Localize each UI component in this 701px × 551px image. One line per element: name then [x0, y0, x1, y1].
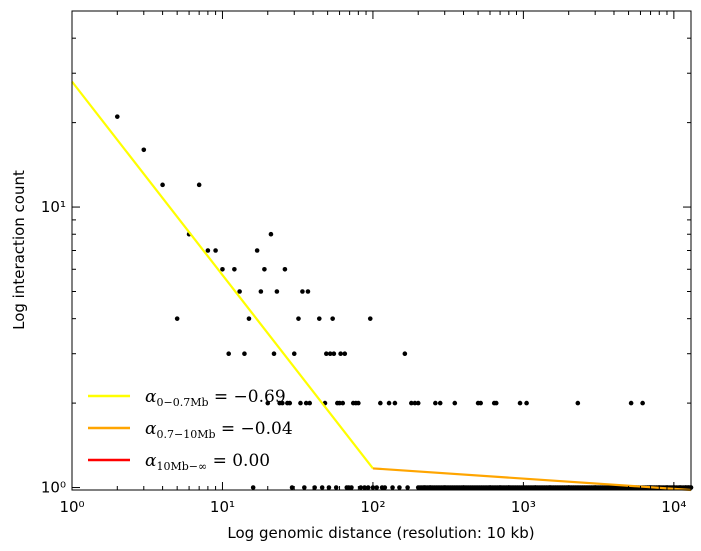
scatter-point-89 [517, 400, 523, 406]
fit-lines [71, 80, 692, 492]
scatter-point-5 [196, 182, 202, 188]
scatter-point-71 [405, 485, 410, 490]
scatter-point-74 [415, 400, 421, 406]
scatter-point-2 [160, 182, 165, 188]
scatter-point-68 [392, 400, 398, 406]
scatter-point-63 [378, 400, 383, 406]
scatter-point-56 [356, 400, 361, 406]
scatter-point-62 [374, 485, 380, 490]
scatter-point-45 [333, 485, 339, 490]
scatter-point-28 [291, 351, 297, 357]
scatter-point-33 [303, 400, 309, 406]
scatter-point-83 [478, 400, 483, 406]
scatter-point-72 [409, 400, 414, 406]
axis-ticks: 10⁰ 10¹ 10² 10³ 10⁴ 10⁰ 10¹ [41, 10, 691, 516]
scatter-point-27 [289, 485, 295, 490]
scatter-point-17 [262, 266, 267, 272]
x-tick-label-2: 10² [360, 498, 385, 516]
legend-label-2: α10Mb−∞ = 0.00 [145, 451, 270, 473]
scatter-point-11 [237, 289, 242, 294]
scatter-point-10 [232, 266, 237, 272]
scatter-point-80 [452, 400, 458, 406]
scatter-point-15 [254, 248, 260, 253]
scatter-point-19 [268, 231, 274, 237]
scatter-point-0 [114, 114, 120, 119]
scatter-point-50 [342, 351, 348, 357]
x-tick-label-3: 10³ [511, 498, 536, 516]
scatter-point-31 [300, 289, 305, 294]
y-tick-label-1: 10¹ [41, 198, 66, 216]
scatter-point-40 [324, 351, 329, 357]
scatter-point-3 [174, 316, 180, 321]
scatter-point-53 [349, 485, 354, 490]
scatter-point-34 [305, 289, 311, 294]
scatter-point-7 [213, 248, 218, 253]
legend: α0−0.7Mb = −0.69 α0.7−10Mb = −0.04 α10Mb−∞… [88, 387, 293, 473]
scatter-point-67 [390, 485, 395, 490]
scatter-point-13 [246, 316, 252, 321]
scatter-point-24 [282, 266, 288, 272]
scatter-point-21 [274, 289, 280, 294]
scatter-point-32 [302, 485, 307, 490]
scatter-point-65 [382, 485, 388, 490]
scatter-point-1 [141, 147, 147, 153]
scatter-point-73 [412, 400, 418, 406]
scatter-point-23 [280, 400, 285, 406]
scatter-point-35 [307, 400, 313, 406]
scatter-point-48 [338, 351, 343, 357]
scatter-point-44 [331, 351, 337, 357]
scatter-point-8 [220, 266, 225, 272]
x-tick-label-1: 10¹ [210, 498, 235, 516]
scatter-point-90 [524, 400, 529, 406]
scatter-point-78 [437, 400, 443, 406]
scatter-point-38 [319, 485, 325, 490]
scatter-point-6 [205, 248, 211, 253]
scatter-point-9 [226, 351, 231, 357]
scatter-point-43 [330, 316, 335, 321]
scatter-point-77 [433, 400, 438, 406]
legend-label-1: α0.7−10Mb = −0.04 [145, 419, 293, 441]
scatter-point-30 [298, 400, 303, 406]
scatter-point-47 [337, 400, 342, 406]
fit-line-0 [71, 80, 374, 470]
fit-line-1 [372, 467, 692, 492]
scatter-point-70 [402, 351, 408, 357]
x-tick-label-4: 10⁴ [661, 498, 686, 516]
legend-label-0: α0−0.7Mb = −0.69 [145, 387, 286, 409]
scatter-point-59 [365, 485, 371, 490]
scatter-point-37 [316, 316, 322, 321]
scatter-point-16 [258, 289, 264, 294]
scatter-point-49 [340, 400, 346, 406]
scatter-points [114, 114, 694, 490]
scatter-point-98 [640, 400, 645, 406]
scatter-point-42 [327, 351, 333, 357]
scatter-point-94 [575, 400, 581, 406]
scatter-point-66 [386, 400, 392, 406]
scatter-point-60 [367, 316, 373, 321]
scatter-point-86 [493, 400, 499, 406]
scatter-point-26 [287, 400, 293, 406]
scatter-point-97 [628, 400, 634, 406]
scatter-point-12 [242, 351, 247, 357]
x-tick-label-0: 10⁰ [59, 498, 84, 516]
y-tick-label-0: 10⁰ [41, 479, 66, 497]
scatter-point-57 [358, 485, 364, 490]
plot-area [72, 11, 691, 490]
scatter-point-18 [265, 400, 271, 406]
scatter-point-69 [397, 485, 402, 490]
y-axis-title: Log interaction count [10, 170, 28, 330]
x-axis-title: Log genomic distance (resolution: 10 kb) [227, 524, 534, 542]
scatter-point-29 [296, 316, 301, 321]
scatter-point-14 [250, 485, 256, 490]
scatter-point-20 [271, 351, 277, 357]
